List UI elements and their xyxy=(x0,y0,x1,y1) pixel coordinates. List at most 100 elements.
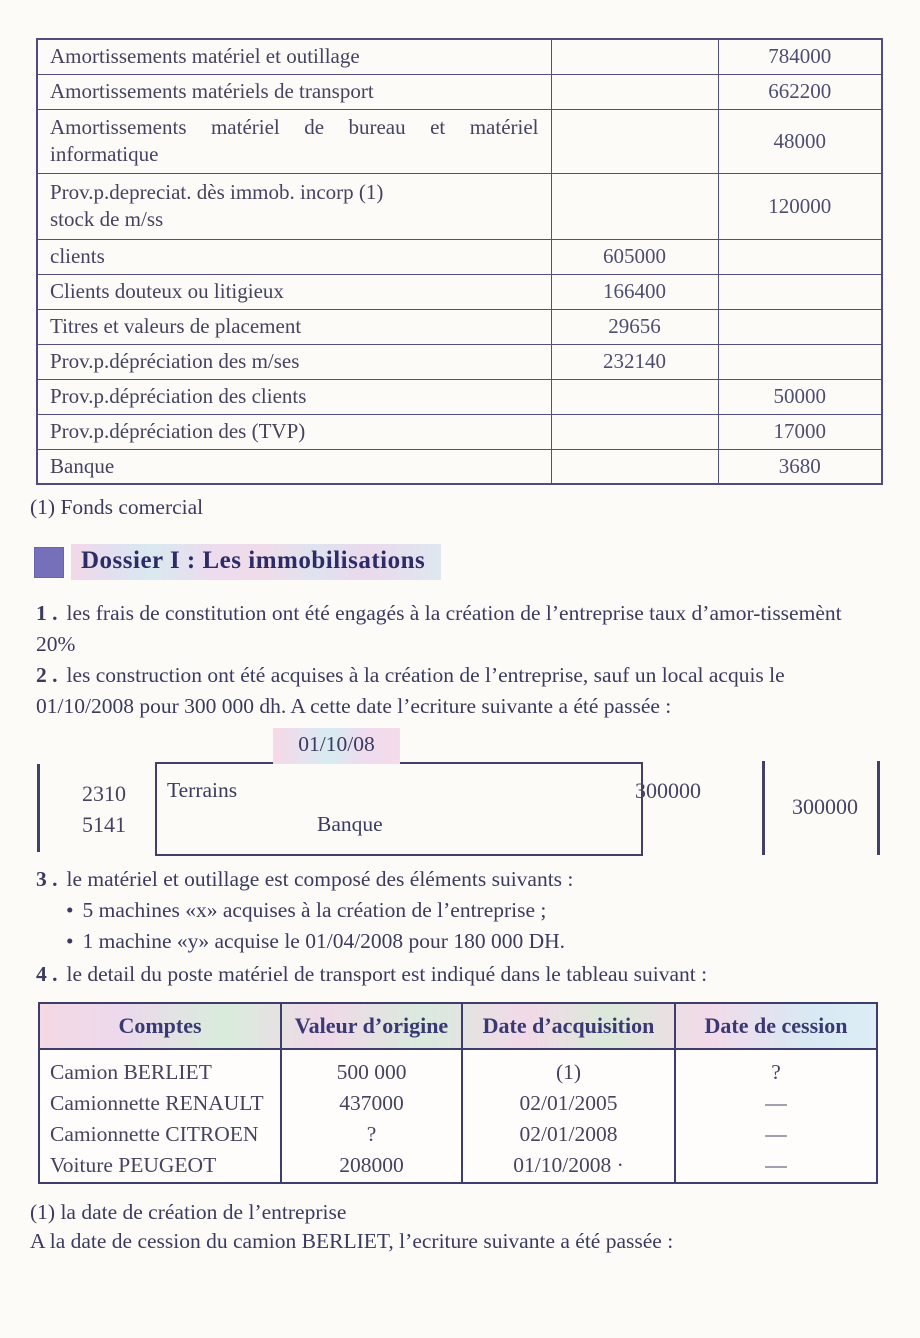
debit-cell xyxy=(550,38,719,75)
header-date-cession: Date de cession xyxy=(704,1013,848,1038)
account-label-cell: clients xyxy=(36,238,552,275)
section-bullet-square-icon xyxy=(34,546,64,578)
bullet-text: 1 machine «y» acquise le 01/04/2008 pour… xyxy=(82,929,566,953)
debit-cell xyxy=(550,108,719,174)
transport-table-body: Camion BERLIET Camionnette RENAULT Camio… xyxy=(40,1050,876,1182)
acquisition-date: 01/10/2008 · xyxy=(513,1153,624,1177)
journal-entry-box: Terrains Banque xyxy=(155,762,643,856)
closing-line: A la date de cession du camion BERLIET, … xyxy=(30,1229,674,1253)
account-label-cell: Banque xyxy=(36,448,552,485)
vehicle-value: 500 000 xyxy=(336,1060,407,1084)
vehicle-value: ? xyxy=(366,1122,377,1146)
journal-debit-amount: 300000 xyxy=(635,778,701,803)
journal-left-rule xyxy=(37,764,40,852)
debit-cell xyxy=(550,73,719,110)
cession-date: — xyxy=(765,1153,787,1177)
account-label-cell: Prov.p.dépréciation des m/ses xyxy=(36,343,552,380)
bullet-icon: • xyxy=(66,898,74,922)
column-date-cession: ? — — — xyxy=(676,1050,876,1182)
journal-entry: 01/10/08 2310 5141 Terrains Banque 30000… xyxy=(36,728,881,856)
vehicle-name: Voiture PEUGEOT xyxy=(50,1153,217,1177)
account-label-cell: Prov.p.depreciat. dès immob. incorp (1) … xyxy=(36,172,552,240)
debit-cell xyxy=(550,448,719,485)
credit-cell: 50000 xyxy=(717,378,883,415)
acquisition-date: 02/01/2005 xyxy=(519,1091,618,1115)
section-title: Dossier I : Les immobilisations xyxy=(71,544,442,580)
cession-date: — xyxy=(765,1122,787,1146)
credit-cell xyxy=(717,343,883,380)
acquisition-date: (1) xyxy=(555,1060,582,1084)
acquisition-date: 02/01/2008 xyxy=(519,1122,618,1146)
balance-row: Titres et valeurs de placement 29656 xyxy=(36,308,883,345)
debit-cell xyxy=(550,172,719,240)
account-label-cell: Amortissements matériel de bureau et mat… xyxy=(36,108,552,174)
credit-cell: 17000 xyxy=(717,413,883,450)
footnote-date-creation: (1) la date de création de l’entreprise xyxy=(30,1200,347,1224)
item-1: 1 . les frais de constitution ont été eng… xyxy=(36,598,881,660)
journal-middle-rule xyxy=(762,761,765,855)
item-1-number: 1 . xyxy=(36,601,58,625)
debit-cell xyxy=(550,378,719,415)
bullet-text: 5 machines «x» acquises à la création de… xyxy=(82,898,547,922)
header-date-acquisition: Date d’acquisition xyxy=(463,1004,676,1048)
journal-entry-date: 01/10/08 xyxy=(273,728,400,764)
scanned-document-page: Amortissements matériel et outillage 784… xyxy=(0,38,920,1338)
item-1-text: les frais de constitution ont été engagé… xyxy=(36,601,842,656)
section-heading: Dossier I : Les immobilisations xyxy=(34,544,920,580)
vehicle-value: 208000 xyxy=(339,1153,404,1177)
account-label-cell: Prov.p.dépréciation des clients xyxy=(36,378,552,415)
credit-cell xyxy=(717,238,883,275)
debit-cell xyxy=(550,413,719,450)
item-2: 2 . les construction ont été acquises à l… xyxy=(36,660,881,722)
balance-row: clients 605000 xyxy=(36,238,883,275)
balance-row: Amortissements matériels de transport 66… xyxy=(36,73,883,110)
cession-date: — xyxy=(765,1091,787,1115)
credit-cell xyxy=(717,308,883,345)
bullet-machine-y: • 1 machine «y» acquise le 01/04/2008 pou… xyxy=(66,926,881,957)
vehicle-value: 437000 xyxy=(339,1091,404,1115)
journal-debit-label: Terrains xyxy=(167,778,238,802)
debit-cell: 29656 xyxy=(550,308,719,345)
item-4: 4 . le detail du poste matériel de transp… xyxy=(36,959,881,990)
debit-cell: 166400 xyxy=(550,273,719,310)
journal-credit-account: 5141 xyxy=(82,812,126,837)
account-label-cell: Amortissements matériels de transport xyxy=(36,73,552,110)
transport-table: Comptes Valeur d’origine Date d’acquisit… xyxy=(38,1002,878,1184)
credit-cell xyxy=(717,273,883,310)
balance-row: Banque 3680 xyxy=(36,448,883,485)
column-comptes: Camion BERLIET Camionnette RENAULT Camio… xyxy=(40,1050,282,1182)
item-3: 3 . le matériel et outillage est composé … xyxy=(36,864,881,895)
account-label-cell: Clients douteux ou litigieux xyxy=(36,273,552,310)
account-label-line1: Prov.p.depreciat. dès immob. incorp (1) xyxy=(50,180,384,204)
vehicle-name: Camionnette RENAULT xyxy=(50,1091,264,1115)
account-label-cell: Amortissements matériel et outillage xyxy=(36,38,552,75)
bullet-icon: • xyxy=(66,929,74,953)
bullet-machines-x: • 5 machines «x» acquises à la création d… xyxy=(66,895,881,926)
item-2-text: les construction ont été acquises à la c… xyxy=(36,663,785,718)
balance-row: Amortissements matériel de bureau et mat… xyxy=(36,108,883,174)
header-comptes: Comptes xyxy=(40,1004,282,1048)
account-label-line2: stock de m/ss xyxy=(50,207,164,231)
item-4-text: le detail du poste matériel de transport… xyxy=(66,962,708,986)
transport-table-header: Comptes Valeur d’origine Date d’acquisit… xyxy=(40,1004,876,1050)
vehicle-name: Camion BERLIET xyxy=(50,1060,212,1084)
credit-cell: 48000 xyxy=(717,108,883,174)
balance-row: Amortissements matériel et outillage 784… xyxy=(36,38,883,75)
credit-cell: 3680 xyxy=(717,448,883,485)
account-label-cell: Prov.p.dépréciation des (TVP) xyxy=(36,413,552,450)
balance-table: Amortissements matériel et outillage 784… xyxy=(36,38,883,485)
account-label-cell: Titres et valeurs de placement xyxy=(36,308,552,345)
vehicle-name: Camionnette CITROEN xyxy=(50,1122,259,1146)
balance-row: Prov.p.dépréciation des (TVP) 17000 xyxy=(36,413,883,450)
journal-credit-label: Banque xyxy=(317,812,383,836)
item-3-text: le matériel et outillage est composé des… xyxy=(66,867,574,891)
debit-cell: 605000 xyxy=(550,238,719,275)
footnote-fonds-commercial: (1) Fonds comercial xyxy=(30,495,204,519)
column-valeur-origine: 500 000 437000 ? 208000 xyxy=(282,1050,463,1182)
column-date-acquisition: (1) 02/01/2005 02/01/2008 01/10/2008 · xyxy=(463,1050,676,1182)
balance-row: Prov.p.dépréciation des clients 50000 xyxy=(36,378,883,415)
header-valeur-origine: Valeur d’origine xyxy=(282,1004,463,1048)
credit-cell: 784000 xyxy=(717,38,883,75)
journal-account-numbers: 2310 5141 xyxy=(68,778,126,840)
item-3-number: 3 . xyxy=(36,867,58,891)
